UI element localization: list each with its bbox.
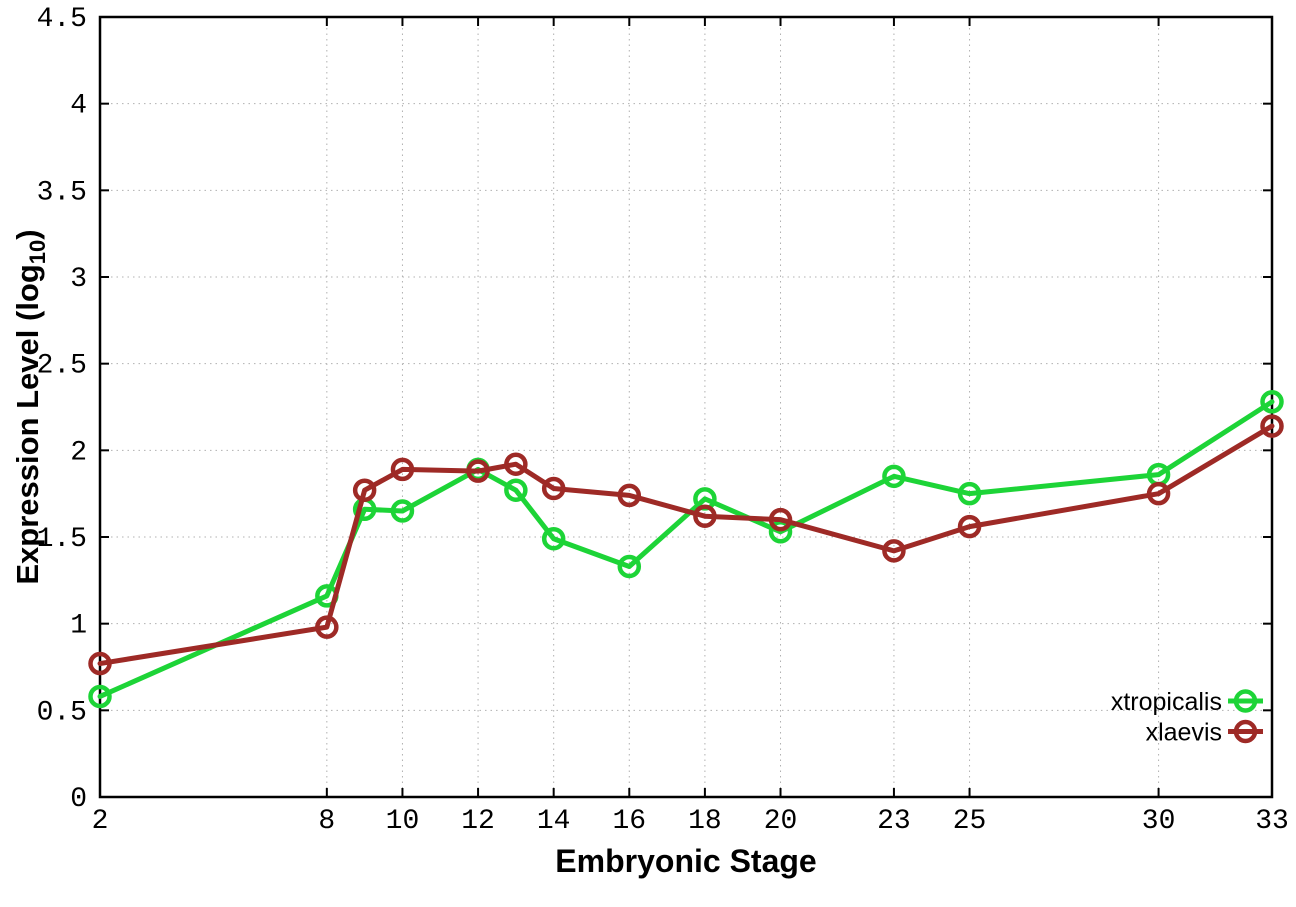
y-tick-label: 2 [70, 437, 87, 468]
y-tick-label: 1.5 [37, 524, 87, 555]
x-tick-label: 33 [1255, 806, 1289, 837]
tick-marks [99, 16, 1273, 798]
x-tick-label: 18 [688, 806, 722, 837]
y-tick-label: 4.5 [37, 4, 87, 35]
x-tick-label: 16 [612, 806, 646, 837]
x-tick-label: 20 [764, 806, 798, 837]
legend-marker [1233, 689, 1258, 713]
legend: xtropicalis xlaevis [1111, 688, 1263, 747]
x-axis-title: Embryonic Stage [555, 843, 817, 879]
x-tick-label: 30 [1142, 806, 1176, 837]
plot-frame [98, 15, 1274, 799]
legend-marker [1233, 719, 1258, 744]
tick-labels: 2 8 10 12 14 16 18 20 23 25 30 33 0 0.5 1 1.5 2 2.5 3 3.5 4 4… [37, 4, 1289, 837]
legend-label: xlaevis [1146, 719, 1222, 747]
y-tick-label: 3 [70, 264, 87, 295]
x-tick-label: 8 [318, 806, 335, 837]
x-tick-label: 25 [953, 806, 987, 837]
y-tick-label: 0 [70, 784, 87, 815]
x-tick-label: 23 [877, 806, 911, 837]
series-line-xtropicalis [97, 399, 1275, 699]
y-axis-title-subscript: 10 [25, 239, 51, 265]
y-axis-title: Expression Level (log10) [10, 229, 50, 585]
y-axis-title-text: Expression Level (log [10, 264, 45, 585]
x-tick-label: 10 [386, 806, 420, 837]
x-tick-label: 2 [92, 806, 109, 837]
y-tick-label: 4 [70, 91, 87, 122]
grid [99, 16, 1273, 798]
series-markers-xtropicalis [88, 390, 1284, 709]
y-tick-label: 1 [70, 611, 87, 642]
y-axis-title-close: ) [10, 229, 45, 240]
y-tick-label: 0.5 [37, 697, 87, 728]
series-markers-xlaevis [88, 414, 1284, 676]
legend-label: xtropicalis [1111, 688, 1222, 716]
y-tick-label: 3.5 [37, 177, 87, 208]
x-tick-label: 12 [461, 806, 495, 837]
series-line-xlaevis [97, 423, 1275, 667]
x-tick-label: 14 [537, 806, 571, 837]
y-tick-label: 2.5 [37, 351, 87, 382]
